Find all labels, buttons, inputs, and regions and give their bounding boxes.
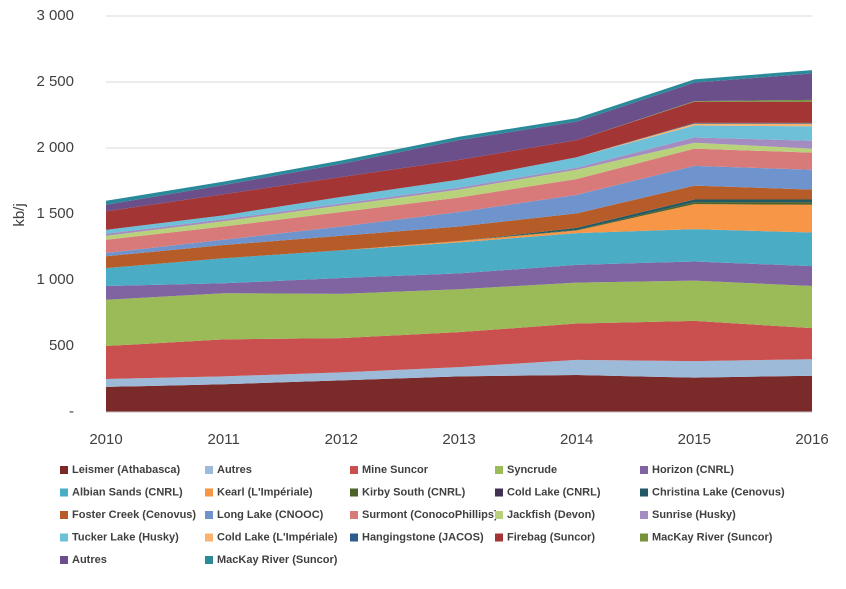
legend-swatch xyxy=(495,488,503,497)
legend-label: Foster Creek (Cenovus) xyxy=(72,509,196,521)
legend-swatch xyxy=(640,488,648,497)
x-tick-label: 2012 xyxy=(325,431,358,448)
legend-swatch xyxy=(205,533,213,542)
area xyxy=(106,137,812,236)
x-tick-label: 2016 xyxy=(795,431,828,448)
legend-label: MacKay River (Suncor) xyxy=(217,554,338,566)
legend-swatch xyxy=(350,488,358,497)
area xyxy=(106,185,812,269)
legend-label: Sunrise (Husky) xyxy=(652,509,736,521)
y-tick-label: 1 000 xyxy=(36,271,74,288)
legend-label: Firebag (Suncor) xyxy=(507,531,595,543)
legend-swatch xyxy=(350,533,358,542)
legend-swatch xyxy=(495,533,503,542)
area xyxy=(106,359,812,387)
legend-label: Surmont (ConocoPhillips) xyxy=(362,509,498,521)
legend-swatch xyxy=(60,511,68,519)
area xyxy=(106,142,812,240)
y-tick-label: 2 500 xyxy=(36,73,74,90)
area xyxy=(106,165,812,257)
legend-label: MacKay River (Suncor) xyxy=(652,531,773,543)
legend-label: Autres xyxy=(72,554,107,566)
y-axis-label: kb/j xyxy=(11,203,28,226)
area xyxy=(106,70,812,205)
area xyxy=(106,73,812,212)
legend-label: Kirby South (CNRL) xyxy=(362,486,466,498)
legend-label: Syncrude xyxy=(507,464,557,476)
legend-swatch xyxy=(205,511,213,519)
legend-swatch xyxy=(640,511,648,519)
legend-label: Cold Lake (L'Impériale) xyxy=(217,531,338,543)
legend-label: Kearl (L'Impériale) xyxy=(217,486,313,498)
legend-swatch xyxy=(60,556,68,564)
y-tick-label: 500 xyxy=(49,337,74,354)
legend-swatch xyxy=(350,511,358,519)
legend-swatch xyxy=(640,533,648,542)
y-tick-label: 1 500 xyxy=(36,205,74,222)
y-tick-label: 3 000 xyxy=(36,7,74,24)
y-tick-label: 2 000 xyxy=(36,139,74,156)
legend-label: Leismer (Athabasca) xyxy=(72,464,181,476)
legend-swatch xyxy=(495,511,503,519)
x-tick-label: 2013 xyxy=(442,431,475,448)
area xyxy=(106,261,812,300)
legend-label: Autres xyxy=(217,464,252,476)
x-tick-label: 2010 xyxy=(89,431,122,448)
legend-label: Jackfish (Devon) xyxy=(507,509,595,521)
legend-label: Horizon (CNRL) xyxy=(652,464,734,476)
area xyxy=(106,320,812,379)
area xyxy=(106,375,812,412)
legend-swatch xyxy=(640,466,648,474)
legend-label: Christina Lake (Cenovus) xyxy=(652,486,785,498)
legend-swatch xyxy=(205,556,213,564)
legend-swatch xyxy=(205,488,213,497)
x-tick-label: 2014 xyxy=(560,431,593,448)
area xyxy=(106,229,812,286)
legend-label: Mine Suncor xyxy=(362,464,429,476)
area xyxy=(106,101,812,230)
x-tick-label: 2011 xyxy=(208,431,240,448)
legend-label: Tucker Lake (Husky) xyxy=(72,531,179,543)
legend-swatch xyxy=(60,533,68,542)
legend-label: Cold Lake (CNRL) xyxy=(507,486,601,498)
legend-swatch xyxy=(205,466,213,474)
legend-label: Hangingstone (JACOS) xyxy=(362,531,484,543)
legend-label: Albian Sands (CNRL) xyxy=(72,486,183,498)
area xyxy=(106,204,812,269)
legend-swatch xyxy=(60,488,68,497)
legend-swatch xyxy=(350,466,358,474)
legend-label: Long Lake (CNOOC) xyxy=(217,509,324,521)
area xyxy=(106,280,812,346)
y-tick-label: - xyxy=(69,403,74,420)
area xyxy=(106,148,812,253)
legend-swatch xyxy=(495,466,503,474)
x-tick-label: 2015 xyxy=(678,431,711,448)
legend-swatch xyxy=(60,466,68,474)
